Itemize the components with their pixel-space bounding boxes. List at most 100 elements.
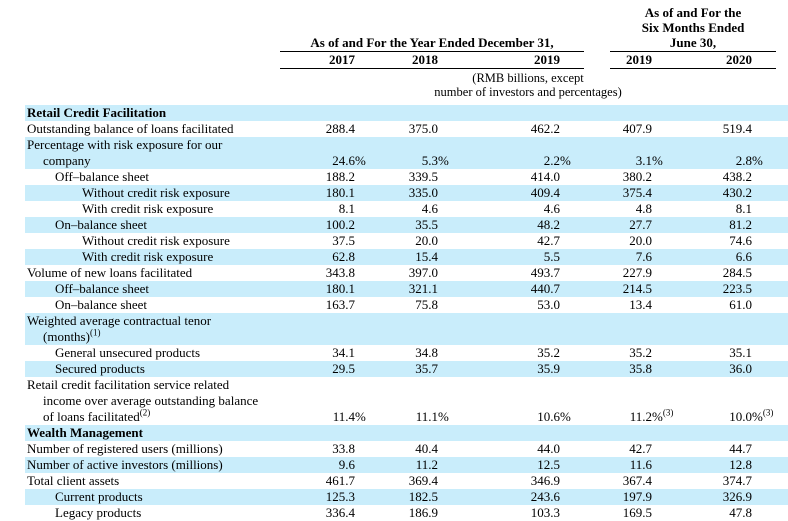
- value-cell: 462.2: [530, 121, 561, 136]
- row-trailing-gap: [776, 489, 788, 505]
- value-cell: 125.3: [280, 489, 379, 505]
- table-row: With credit risk exposure 8.1 4.6 4.6 4.8 8.1: [25, 201, 788, 217]
- table-row: Weighted average contractual tenor (month…: [25, 313, 788, 345]
- value-cell: 335.0: [379, 185, 462, 201]
- year-header-2019-interim: 2019: [610, 51, 677, 69]
- six-months-group-header: As of and For the Six Months Ended June …: [610, 5, 777, 52]
- value-cell: 40.4: [415, 441, 438, 456]
- year-header-2019: 2019: [462, 51, 585, 69]
- row-label: Without credit risk exposure: [25, 185, 280, 201]
- value-cell: 35.5: [379, 217, 462, 233]
- value-cell: 20.0: [415, 233, 438, 248]
- value-cell: 24.6%: [280, 137, 379, 169]
- row-label: Off–balance sheet: [25, 281, 280, 297]
- value-cell: 326.9: [676, 489, 777, 505]
- value-cell: 519.4: [722, 121, 753, 136]
- row-trailing-gap: [776, 441, 788, 457]
- row-trailing-gap: [776, 169, 788, 185]
- value-cell: 34.8: [415, 345, 438, 360]
- group-gap: [584, 233, 610, 249]
- value-cell: 61.0: [729, 297, 753, 312]
- header-trailing-gap: [776, 5, 788, 52]
- row-label: Number of registered users (millions): [27, 441, 223, 456]
- year-header-2020-interim: 2020: [676, 51, 777, 69]
- value-cell: 42.7: [537, 233, 561, 248]
- value-cell: 11.6: [610, 457, 677, 473]
- value-cell: 438.2: [722, 169, 753, 184]
- value-cell: 81.2: [676, 217, 777, 233]
- value-cell: 35.8: [610, 361, 677, 377]
- value-cell: 74.6: [729, 233, 753, 248]
- value-cell: 321.1: [379, 281, 462, 297]
- value-cell: 48.2: [462, 217, 585, 233]
- group-gap: [584, 249, 611, 265]
- row-label: Retail credit facilitation service relat…: [27, 377, 259, 424]
- value-cell: 11.4%: [332, 409, 366, 424]
- table-row: Without credit risk exposure 180.1 335.0 40…: [25, 185, 788, 201]
- group-gap: [584, 121, 610, 137]
- group-gap: [584, 473, 610, 489]
- group-gap: [584, 281, 611, 297]
- value-cell: 369.4: [408, 473, 438, 488]
- value-cell: 5.5: [462, 249, 585, 265]
- value-cell: 397.0: [408, 265, 438, 280]
- group-gap: [584, 345, 610, 361]
- value-cell: 75.8: [415, 297, 438, 312]
- footnote-marker: (1): [89, 327, 101, 338]
- value-cell: 8.1: [338, 201, 355, 216]
- value-cell: 11.2%(3): [629, 407, 674, 424]
- value-cell: 223.5: [676, 281, 777, 297]
- value-cell: 4.6: [543, 201, 561, 216]
- footnote-marker: (2): [139, 407, 151, 418]
- value-cell: 44.0: [537, 441, 561, 456]
- year-ended-group-header: As of and For the Year Ended December 31…: [280, 5, 585, 52]
- value-cell: 288.4: [325, 121, 355, 136]
- row-trailing-gap: [776, 185, 788, 201]
- value-cell: 6.6: [676, 249, 777, 265]
- value-cell: 37.5: [332, 233, 355, 248]
- table-row: On–balance sheet 163.7 75.8 53.0 13.4 61.0: [25, 297, 788, 313]
- value-cell: 163.7: [325, 297, 355, 312]
- group-gap: [584, 361, 611, 377]
- table-row: Retail credit facilitation service relat…: [25, 377, 788, 425]
- value-cell: 409.4: [462, 185, 585, 201]
- value-cell: 35.1: [729, 345, 753, 360]
- row-trailing-gap: [776, 121, 788, 137]
- value-cell: 214.5: [610, 281, 677, 297]
- group-gap: [584, 489, 611, 505]
- row-label: On–balance sheet: [55, 297, 148, 312]
- table-row: General unsecured products 34.1 34.8 35.2 35…: [25, 345, 788, 361]
- value-cell: 2.8%: [676, 137, 777, 169]
- value-cell: 375.0: [408, 121, 438, 136]
- table-row: On–balance sheet 100.2 35.5 48.2 27.7 81.2: [25, 217, 788, 233]
- value-cell: 336.4: [325, 505, 355, 520]
- value-cell: 11.1%: [415, 409, 449, 424]
- table-row: With credit risk exposure 62.8 15.4 5.5 7.6 6…: [25, 249, 788, 265]
- header-trailing-gap: [776, 52, 788, 69]
- row-label: Weighted average contractual tenor (month…: [25, 313, 280, 345]
- row-trailing-gap: [776, 137, 788, 169]
- column-group-header-row: As of and For the Year Ended December 31…: [25, 5, 788, 52]
- group-gap: [584, 137, 611, 169]
- row-trailing-gap: [776, 201, 788, 217]
- value-cell: 380.2: [622, 169, 653, 184]
- table-row: Outstanding balance of loans facilitated…: [25, 121, 788, 137]
- footnote-marker: (3): [662, 407, 674, 418]
- value-cell: 33.8: [332, 441, 355, 456]
- table-row: Secured products 29.5 35.7 35.9 35.8 36.0: [25, 361, 788, 377]
- label-column-header: [25, 52, 280, 69]
- value-cell: 103.3: [530, 505, 561, 520]
- value-cell: 407.9: [622, 121, 653, 136]
- value-cell: 284.5: [722, 265, 753, 280]
- row-trailing-gap: [776, 377, 788, 425]
- row-label: Outstanding balance of loans facilitated: [27, 121, 234, 136]
- table-row: Without credit risk exposure 37.5 20.0 42.7…: [25, 233, 788, 249]
- value-cell: 62.8: [280, 249, 379, 265]
- row-label: With credit risk exposure: [82, 201, 214, 216]
- value-cell: 343.8: [325, 265, 355, 280]
- label-column-header: [25, 69, 280, 106]
- section-header-label: Retail Credit Facilitation: [25, 105, 280, 121]
- table-row: Total client assets 461.7 369.4 346.9 367.4 3…: [25, 473, 788, 489]
- row-trailing-gap: [776, 281, 788, 297]
- table-row: Legacy products 336.4 186.9 103.3 169.5 47.8: [25, 505, 788, 521]
